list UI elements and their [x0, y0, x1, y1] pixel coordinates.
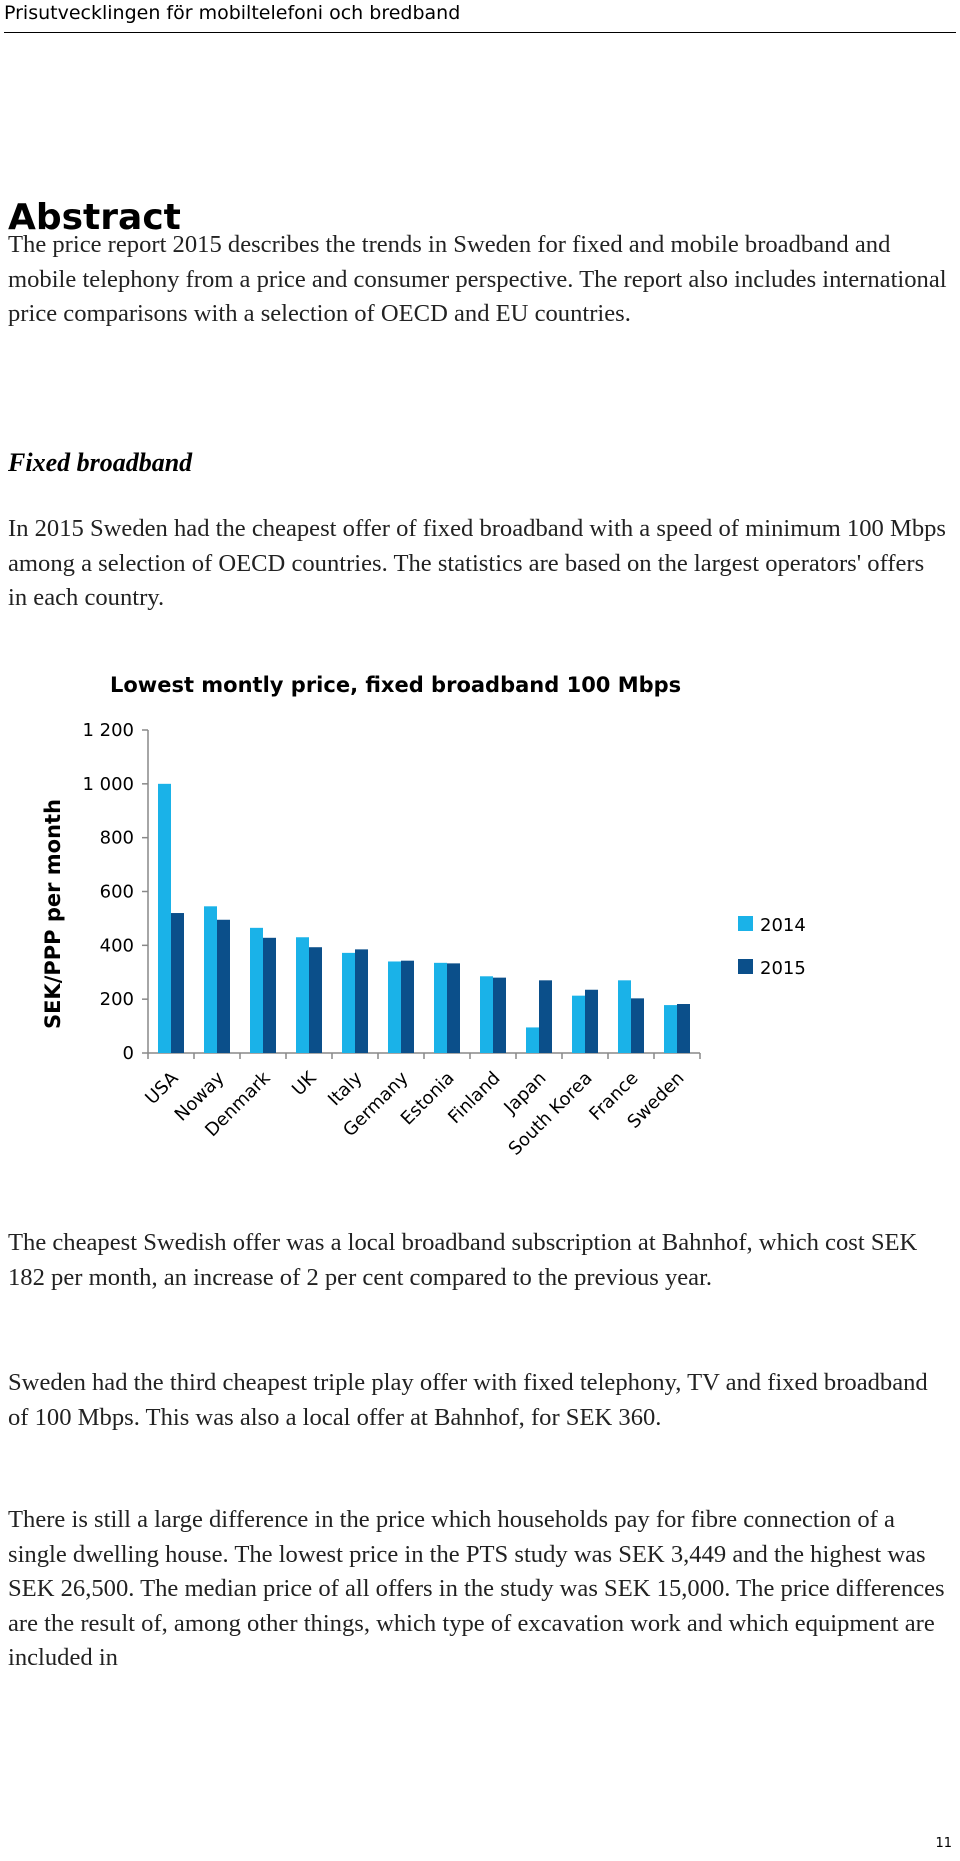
y-tick-label: 400: [100, 935, 134, 956]
bar-2015-japan: [539, 980, 552, 1053]
bar-2014-italy: [342, 952, 355, 1053]
bar-2014-sweden: [664, 1005, 677, 1053]
fixed-broadband-paragraph-1: In 2015 Sweden had the cheapest offer of…: [8, 515, 946, 611]
y-tick-label: 0: [123, 1043, 134, 1064]
bar-2015-germany: [401, 960, 414, 1053]
y-tick-label: 600: [100, 882, 134, 903]
y-tick-label: 1 200: [82, 720, 134, 741]
bar-2015-estonia: [447, 963, 460, 1053]
fixed-broadband-heading: Fixed broadband: [8, 448, 193, 477]
bar-2014-finland: [480, 976, 493, 1053]
x-tick-label: UK: [288, 1067, 321, 1100]
bar-2014-japan: [526, 1027, 539, 1053]
legend-swatch-2014: [738, 916, 753, 931]
page-number: 11: [935, 1836, 952, 1851]
y-tick-label: 800: [100, 828, 134, 849]
bar-2015-finland: [493, 977, 506, 1053]
abstract-paragraph: The price report 2015 describes the tren…: [8, 231, 947, 327]
bar-2014-france: [618, 980, 631, 1053]
bar-2014-estonia: [434, 962, 447, 1053]
x-tick-label: Finland: [444, 1068, 504, 1128]
bar-2014-germany: [388, 961, 401, 1053]
chart-y-axis-label: SEK/PPP per month: [41, 799, 65, 1029]
bar-2015-south-korea: [585, 989, 598, 1053]
bar-2014-noway: [204, 906, 217, 1053]
bar-2015-italy: [355, 949, 368, 1053]
bar-2014-denmark: [250, 927, 263, 1053]
bar-2014-south-korea: [572, 995, 585, 1053]
abstract-title: Abstract: [8, 197, 181, 238]
bar-2015-france: [631, 998, 644, 1053]
bar-2015-sweden: [677, 1004, 690, 1053]
bar-2014-usa: [158, 783, 171, 1053]
legend-swatch-2015: [738, 959, 753, 974]
bar-2015-usa: [171, 913, 184, 1053]
fixed-broadband-paragraph-3: Sweden had the third cheapest triple pla…: [8, 1369, 928, 1431]
legend-label-2014: 2014: [760, 915, 806, 936]
bar-2015-uk: [309, 947, 322, 1053]
bar-2014-uk: [296, 937, 309, 1053]
y-tick-label: 1 000: [82, 774, 134, 795]
legend-label-2015: 2015: [760, 958, 806, 979]
fixed-broadband-price-chart: Lowest montly price, fixed broadband 100…: [41, 673, 806, 1160]
y-tick-label: 200: [100, 989, 134, 1010]
bar-2015-denmark: [263, 937, 276, 1053]
x-tick-label: USA: [141, 1067, 183, 1109]
chart-title: Lowest montly price, fixed broadband 100…: [110, 673, 681, 697]
bar-2015-noway: [217, 919, 230, 1053]
fixed-broadband-paragraph-2: The cheapest Swedish offer was a local b…: [8, 1229, 918, 1291]
fixed-broadband-paragraph-4: There is still a large difference in the…: [8, 1506, 945, 1671]
running-header: Prisutvecklingen för mobiltelefoni och b…: [4, 0, 956, 33]
